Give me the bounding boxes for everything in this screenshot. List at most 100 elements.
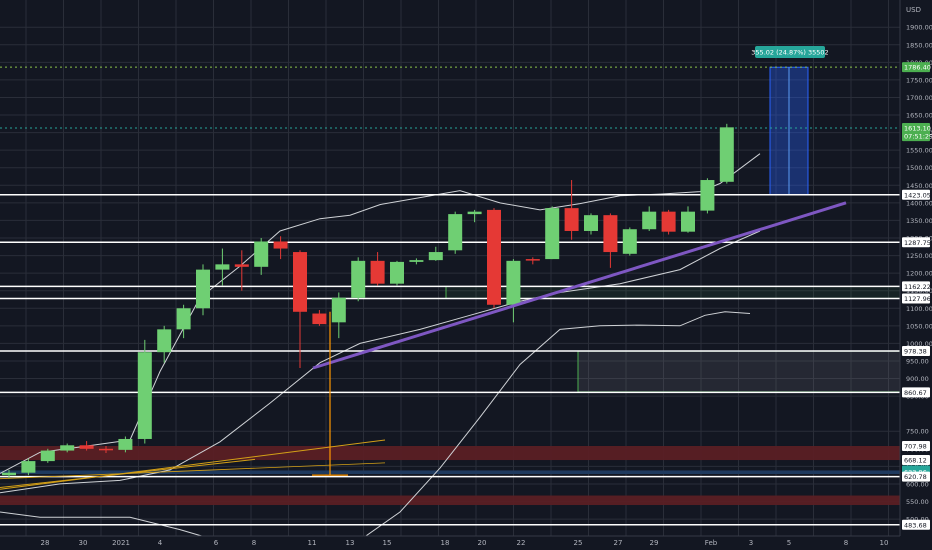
candle-down <box>661 211 676 232</box>
candle-up <box>118 438 133 450</box>
candle-up <box>700 180 715 211</box>
measure-label-box <box>755 46 825 58</box>
price-tick: 1000.00 <box>906 340 932 348</box>
price-tick: 1400.00 <box>906 199 932 207</box>
candle-down <box>273 241 288 249</box>
price-label-text: 978.38 <box>904 348 927 356</box>
fib-line <box>0 439 386 490</box>
date-tick: 4 <box>158 539 163 547</box>
date-tick: 27 <box>614 539 623 547</box>
candle-down <box>293 252 307 312</box>
blue-zone <box>0 470 900 474</box>
drawings <box>0 201 847 490</box>
date-tick: 10 <box>880 539 889 547</box>
date-tick: 5 <box>787 539 791 547</box>
candle-up <box>506 260 521 305</box>
price-tick: 1850.00 <box>906 41 932 49</box>
candle-up <box>584 215 598 231</box>
price-label-text: 1786.40 <box>904 64 931 72</box>
price-label-box <box>902 471 930 482</box>
price-label-box <box>902 519 930 530</box>
date-tick: 11 <box>308 539 317 547</box>
date-tick: 30 <box>79 539 88 547</box>
time-axis[interactable]: 28 30 2021 4 6 8 11 13 15 18 20 22 25 27 29 Feb 3 5 8 10 <box>0 535 932 550</box>
price-label-text: 860.67 <box>904 389 927 397</box>
price-tick: 1550.00 <box>906 147 932 155</box>
candle-up <box>642 211 657 230</box>
zones <box>0 66 901 506</box>
date-tick: 2021 <box>112 539 130 547</box>
candles <box>2 123 734 479</box>
candle-up <box>331 297 346 323</box>
date-tick: 8 <box>844 539 848 547</box>
date-tick: 3 <box>749 539 753 547</box>
candle-down <box>312 313 327 325</box>
price-label-text: 483.68 <box>904 521 927 529</box>
candle-up <box>21 461 36 473</box>
price-tick: 1750.00 <box>906 76 932 84</box>
price-label-box <box>902 281 930 292</box>
price-tick: 1250.00 <box>906 252 932 260</box>
price-label-text: 1287.75 <box>904 239 931 247</box>
price-label-box <box>902 441 930 452</box>
candle-up <box>448 214 463 251</box>
candle-up <box>196 269 210 309</box>
candle-up <box>137 352 152 439</box>
candle-up <box>428 252 443 261</box>
date-tick: 15 <box>383 539 392 547</box>
price-label-text: 07:51:29 <box>904 133 932 141</box>
price-label-box <box>902 131 930 142</box>
currency-label: USD <box>906 6 921 14</box>
price-label-box <box>902 346 930 357</box>
measure-label-text: 355.02 (24.87%) 35502 <box>751 49 828 57</box>
price-tick: 1900.00 <box>906 24 932 32</box>
price-label-box <box>902 237 930 248</box>
candle-up <box>40 450 55 462</box>
price-tick: 1200.00 <box>906 270 932 278</box>
trendline <box>312 201 847 370</box>
date-tick: 22 <box>517 539 526 547</box>
price-label-text: 668.12 <box>904 457 927 465</box>
date-tick: 29 <box>650 539 659 547</box>
date-tick: 25 <box>574 539 583 547</box>
candle-up <box>176 308 191 330</box>
date-tick: 28 <box>41 539 50 547</box>
price-label-box <box>902 62 930 73</box>
candle-up <box>409 260 424 262</box>
price-tick: 1100.00 <box>906 305 932 313</box>
price-label-box <box>902 189 930 200</box>
candle-up <box>719 127 734 182</box>
candle-down <box>525 259 540 261</box>
date-tick: Feb <box>705 539 718 547</box>
price-tick: 1650.00 <box>906 112 932 120</box>
candle-down <box>79 445 94 449</box>
candle-down <box>564 208 579 231</box>
price-tick: 950.00 <box>906 357 929 365</box>
price-label-box <box>902 455 930 466</box>
price-label-text: 1423.05 <box>904 191 931 199</box>
supply-zone-upper <box>0 445 900 461</box>
fib-line <box>0 462 386 480</box>
candle-up <box>622 229 637 254</box>
candle-up <box>254 241 269 267</box>
price-tick: 900.00 <box>906 375 929 383</box>
time-axis-bg <box>0 536 932 550</box>
date-tick: 6 <box>214 539 219 547</box>
candle-down <box>234 264 249 267</box>
price-tick: 1700.00 <box>906 94 932 102</box>
candle-up <box>545 208 560 260</box>
price-label-text: 1613.10 <box>904 125 931 133</box>
price-tick: 1050.00 <box>906 322 932 330</box>
price-label-text: 707.98 <box>904 443 927 451</box>
demand-zone <box>577 350 901 393</box>
price-label-text: 620.78 <box>904 473 927 481</box>
price-tick: 550.00 <box>906 498 929 506</box>
candle-up <box>60 445 75 451</box>
price-label-box <box>902 387 930 398</box>
price-label-text: 1127.96 <box>904 295 931 303</box>
candle-down <box>99 448 113 451</box>
price-tick: 500.00 <box>906 516 929 524</box>
candle-up <box>351 260 366 298</box>
